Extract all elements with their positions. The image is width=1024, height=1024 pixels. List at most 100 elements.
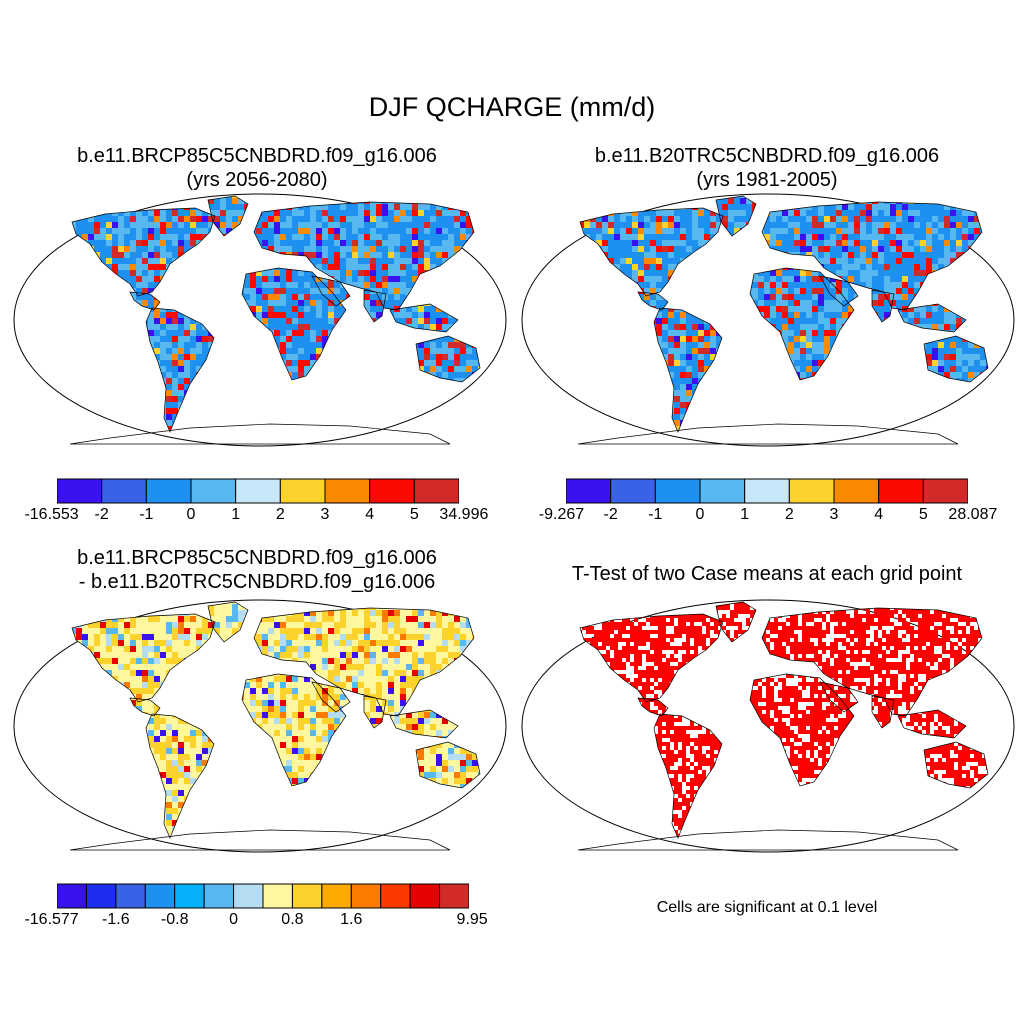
- colorbar-future-swatch-8: [413, 478, 459, 504]
- panel-historical-title-line1: b.e11.B20TRC5CNBDRD.f09_g16.006: [594, 145, 940, 167]
- map-future-coast-seAsia: [389, 303, 459, 333]
- map-ttest-coast-eurasia: [761, 607, 983, 717]
- colorbar-future-label-1: -2: [94, 506, 109, 523]
- figure-title: DJF QCHARGE (mm/d): [368, 92, 656, 122]
- panel-future-title-line1: b.e11.BRCP85C5CNBDRD.f09_g16.006: [77, 145, 437, 167]
- map-ttest-coast-africa: [749, 673, 855, 787]
- colorbar-historical-swatch-4: [744, 478, 790, 504]
- map-difference-coast-seAsia: [389, 709, 459, 739]
- map-future-coast-eurasia: [253, 201, 475, 311]
- map-difference-coast-australia: [415, 741, 481, 789]
- map-ttest-coast-arabia: [819, 681, 859, 713]
- panel-ttest-title: T-Test of two Case means at each grid po…: [532, 562, 1002, 586]
- map-future-coast-africa: [241, 267, 347, 381]
- colorbar-future: [57, 478, 459, 504]
- map-historical-coast-centralAmerica: [637, 291, 669, 311]
- map-difference-coast-centralAmerica: [129, 697, 161, 717]
- colorbar-historical-swatch-2: [654, 478, 701, 504]
- map-historical-coast-africa: [749, 267, 855, 381]
- map-difference-coast-africa: [241, 673, 347, 787]
- colorbar-difference-swatch-12: [409, 883, 441, 909]
- colorbar-historical: [566, 478, 968, 504]
- map-ttest: [521, 599, 1015, 853]
- colorbar-historical-swatch-8: [922, 478, 968, 504]
- colorbar-difference-label-10: 1.6: [340, 911, 363, 928]
- colorbar-historical-label-6: 3: [829, 506, 839, 523]
- colorbar-difference-swatch-1: [85, 883, 117, 909]
- colorbar-historical-label-2: -1: [648, 506, 663, 523]
- colorbar-future-swatch-3: [190, 478, 237, 504]
- colorbar-historical-label-3: 0: [695, 506, 705, 523]
- colorbar-future-label-4: 1: [231, 506, 241, 523]
- panel-difference-title: b.e11.BRCP85C5CNBDRD.f09_g16.006 - b.e11…: [22, 546, 492, 594]
- map-difference-coast-northAmerica: [71, 613, 216, 703]
- colorbar-future-swatch-2: [145, 478, 192, 504]
- map-historical-coast-eurasia: [761, 201, 983, 311]
- map-difference-coast-antarctica: [69, 829, 451, 851]
- panel-difference-title-line1: b.e11.BRCP85C5CNBDRD.f09_g16.006: [77, 547, 437, 569]
- colorbar-difference-swatch-5: [203, 883, 235, 909]
- colorbar-historical-label-4: 1: [740, 506, 750, 523]
- map-historical-coast-northAmerica: [579, 207, 724, 297]
- colorbar-historical-swatch-5: [788, 478, 835, 504]
- map-future-coast-antarctica: [69, 423, 451, 445]
- colorbar-difference-swatch-4: [174, 883, 205, 909]
- colorbar-difference-swatch-10: [350, 883, 382, 909]
- colorbar-difference-swatch-6: [233, 883, 264, 909]
- colorbar-future-swatch-6: [324, 478, 371, 504]
- map-ttest-coast-centralAmerica: [637, 697, 669, 717]
- panel-historical-title: b.e11.B20TRC5CNBDRD.f09_g16.006 (yrs 198…: [532, 144, 1002, 192]
- map-historical-coast-southAmerica: [653, 307, 723, 433]
- colorbar-difference-labels: -16.577 -1.6 -0.8 0 0.8 1.6 9.95: [24, 911, 487, 931]
- colorbar-historical-label-8: 5: [918, 506, 928, 523]
- colorbar-future-swatch-4: [235, 478, 281, 504]
- colorbar-historical-label-1: -2: [603, 506, 618, 523]
- colorbar-future-label-3: 0: [186, 506, 196, 523]
- colorbar-future-label-2: -1: [139, 506, 154, 523]
- colorbar-difference-label-2: -1.6: [102, 911, 130, 928]
- map-ttest-coast-greenland: [715, 601, 757, 643]
- panel-historical-title-line2: (yrs 1981-2005): [696, 169, 838, 191]
- map-ttest-coast-southAmerica: [653, 713, 723, 839]
- map-difference-coast-india: [363, 695, 387, 729]
- colorbar-future-label-9: 34.996: [439, 506, 489, 523]
- colorbar-difference-label-6: 0: [229, 911, 239, 928]
- panel-future-title: b.e11.BRCP85C5CNBDRD.f09_g16.006 (yrs 20…: [22, 144, 492, 192]
- colorbar-historical-swatch-3: [699, 478, 746, 504]
- colorbar-difference-swatch-0: [57, 883, 87, 909]
- colorbar-future-swatch-5: [279, 478, 326, 504]
- colorbar-difference-swatch-2: [115, 883, 146, 909]
- map-difference-coast-eurasia: [253, 607, 475, 717]
- colorbar-historical-swatch-0: [566, 478, 612, 504]
- map-future-coast-centralAmerica: [129, 291, 161, 311]
- map-difference-coast-greenland: [207, 601, 249, 643]
- map-historical: [521, 193, 1015, 447]
- map-historical-coast-india: [871, 289, 895, 323]
- colorbar-future-label-8: 5: [409, 506, 419, 523]
- map-future-coast-southAmerica: [145, 307, 215, 433]
- colorbar-difference-swatch-11: [380, 883, 411, 909]
- colorbar-difference-swatch-13: [439, 883, 469, 909]
- colorbar-difference: [57, 883, 469, 909]
- map-historical-coast-greenland: [715, 195, 757, 237]
- colorbar-future-label-6: 3: [320, 506, 330, 523]
- map-historical-coast-antarctica: [577, 423, 959, 445]
- colorbar-difference-label-14: 9.95: [456, 911, 488, 928]
- map-historical-coast-australia: [923, 335, 989, 383]
- panel-ttest-title-line1: T-Test of two Case means at each grid po…: [571, 563, 963, 585]
- map-historical-coast-seAsia: [897, 303, 967, 333]
- colorbar-future-swatch-1: [101, 478, 147, 504]
- colorbar-historical-labels: -9.267 -2 -1 0 1 2 3 4 5 28.087: [539, 506, 998, 526]
- map-difference-coast-arabia: [311, 681, 351, 713]
- colorbar-historical-swatch-7: [878, 478, 924, 504]
- colorbar-difference-swatch-9: [321, 883, 352, 909]
- panel-future-title-line2: (yrs 2056-2080): [186, 169, 328, 191]
- map-ttest-coast-antarctica: [577, 829, 959, 851]
- colorbar-difference-swatch-8: [291, 883, 323, 909]
- map-future-coast-australia: [415, 335, 481, 383]
- colorbar-future-label-5: 2: [275, 506, 285, 523]
- colorbar-future-swatch-0: [57, 478, 103, 504]
- colorbar-difference-swatch-3: [144, 883, 176, 909]
- map-historical-coast-arabia: [819, 275, 859, 307]
- panel-difference-title-line2: - b.e11.B20TRC5CNBDRD.f09_g16.006: [78, 571, 436, 593]
